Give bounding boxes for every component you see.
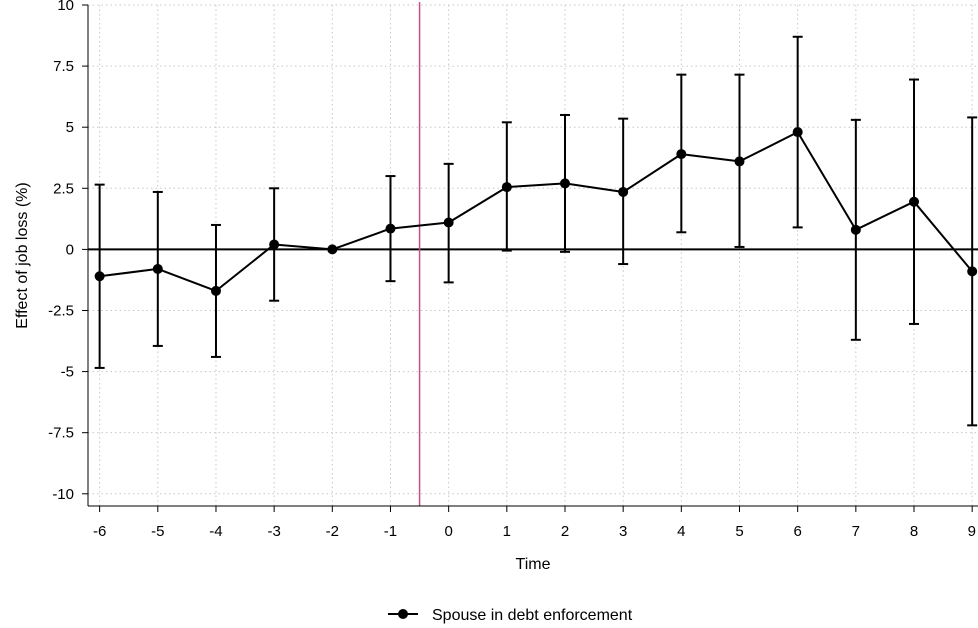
x-tick-label: 5 — [735, 523, 743, 540]
data-point — [501, 182, 512, 193]
data-point — [269, 239, 280, 250]
x-tick-label: 1 — [503, 523, 511, 540]
data-point — [443, 217, 454, 228]
y-tick-label: -2.5 — [48, 302, 74, 319]
reference-lines — [88, 2, 978, 506]
x-tick-label: 3 — [619, 523, 627, 540]
data-point — [152, 263, 163, 274]
series-lines — [99, 131, 973, 292]
x-tick-label: 8 — [910, 523, 918, 540]
axes — [87, 5, 978, 507]
data-point — [676, 149, 687, 160]
x-tick-label: 2 — [561, 523, 569, 540]
x-axis-ticks: -6 -5 -4 -3 -2 -1 0 1 2 3 4 5 6 7 8 9 — [93, 506, 976, 540]
y-tick-label: 7.5 — [53, 58, 74, 75]
y-tick-label: -5 — [61, 364, 74, 381]
x-tick-label: -4 — [209, 523, 222, 540]
y-tick-label: 2.5 — [53, 180, 74, 197]
legend-series-label: Spouse in debt enforcement — [432, 607, 633, 624]
data-point — [327, 244, 338, 255]
data-points — [94, 127, 978, 296]
data-point — [385, 223, 396, 234]
data-point — [734, 156, 745, 167]
x-tick-label: -3 — [267, 523, 280, 540]
data-point — [967, 266, 978, 277]
x-tick-label: 0 — [444, 523, 452, 540]
data-point — [559, 178, 570, 189]
x-axis-title: Time — [516, 556, 551, 573]
y-axis-ticks: 10 7.5 5 2.5 0 -2.5 -5 -7.5 -10 — [48, 0, 88, 503]
x-tick-label: 4 — [677, 523, 685, 540]
legend-series-marker — [398, 609, 408, 619]
x-tick-label: 7 — [852, 523, 860, 540]
error-bars — [94, 35, 978, 427]
data-point — [909, 196, 920, 207]
data-point — [850, 224, 861, 235]
x-tick-label: -2 — [326, 523, 339, 540]
y-tick-label: 0 — [66, 241, 74, 258]
x-tick-label: -5 — [151, 523, 164, 540]
x-tick-label: 9 — [968, 523, 976, 540]
y-tick-label: 5 — [66, 119, 74, 136]
y-tick-label: -7.5 — [48, 425, 74, 442]
y-tick-label: 10 — [57, 0, 74, 14]
grid-lines — [88, 4, 978, 506]
legend: Spouse in debt enforcement — [388, 607, 633, 624]
data-point — [618, 186, 629, 197]
x-tick-label: 6 — [794, 523, 802, 540]
data-point — [94, 271, 105, 282]
y-tick-label: -10 — [52, 486, 74, 503]
data-point — [210, 285, 221, 296]
y-axis-title: Effect of job loss (%) — [14, 182, 31, 328]
series-line — [99, 131, 973, 292]
x-tick-label: -6 — [93, 523, 106, 540]
data-point — [792, 127, 803, 138]
x-tick-label: -1 — [384, 523, 397, 540]
